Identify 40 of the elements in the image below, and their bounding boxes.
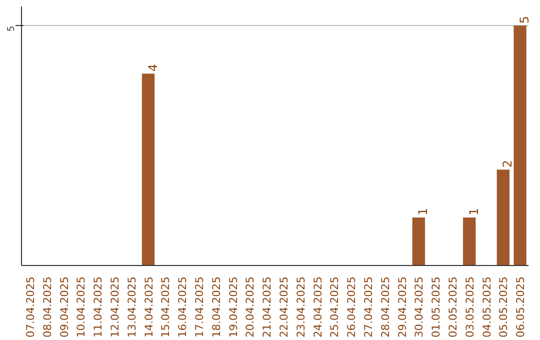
data-label: 1 — [416, 208, 430, 216]
x-tick-label: 09.04.2025 — [58, 276, 71, 338]
x-tick-label: 11.04.2025 — [92, 276, 105, 338]
x-tick-label: 02.05.2025 — [446, 276, 460, 338]
x-tick-label: 28.04.2025 — [378, 276, 392, 338]
x-tick-label: 01.05.2025 — [430, 276, 443, 338]
bar — [514, 26, 526, 266]
x-tick-label: 19.04.2025 — [226, 276, 240, 338]
x-tick-label: 24.04.2025 — [311, 276, 324, 338]
x-tick-label: 10.04.2025 — [74, 276, 88, 338]
bar — [412, 218, 425, 266]
x-tick-label: 22.04.2025 — [277, 276, 290, 338]
x-tick-label: 08.04.2025 — [40, 276, 54, 338]
x-tick-label: 26.04.2025 — [345, 276, 358, 338]
data-label: 5 — [518, 16, 532, 24]
bar — [463, 218, 476, 266]
x-tick-label: 16.04.2025 — [176, 276, 190, 338]
x-tick-label: 07.04.2025 — [24, 276, 37, 338]
bar — [142, 74, 155, 266]
bar — [496, 170, 510, 266]
x-tick-label: 13.04.2025 — [125, 276, 138, 338]
x-tick-label: 21.04.2025 — [260, 276, 274, 338]
x-tick-label: 06.05.2025 — [514, 276, 528, 338]
x-tick-label: 23.04.2025 — [294, 276, 308, 338]
x-tick-label: 05.05.2025 — [497, 276, 510, 338]
x-tick-label: 15.04.2025 — [159, 276, 172, 338]
x-tick-label: 25.04.2025 — [328, 276, 342, 338]
x-tick-label: 12.04.2025 — [108, 276, 122, 338]
data-label: 1 — [466, 208, 481, 216]
x-tick-label: 14.04.2025 — [142, 276, 156, 338]
x-tick-label: 29.04.2025 — [396, 276, 409, 338]
x-tick-label: 20.04.2025 — [244, 276, 257, 338]
x-tick-label: 27.04.2025 — [362, 276, 375, 338]
data-label: 2 — [500, 160, 515, 168]
x-tick-label: 17.04.2025 — [192, 276, 206, 338]
data-label: 4 — [146, 64, 160, 72]
x-tick-label: 03.05.2025 — [463, 276, 476, 338]
x-tick-label: 30.04.2025 — [412, 276, 426, 338]
x-tick-label: 18.04.2025 — [210, 276, 223, 338]
x-tick-label: 04.05.2025 — [480, 276, 494, 338]
